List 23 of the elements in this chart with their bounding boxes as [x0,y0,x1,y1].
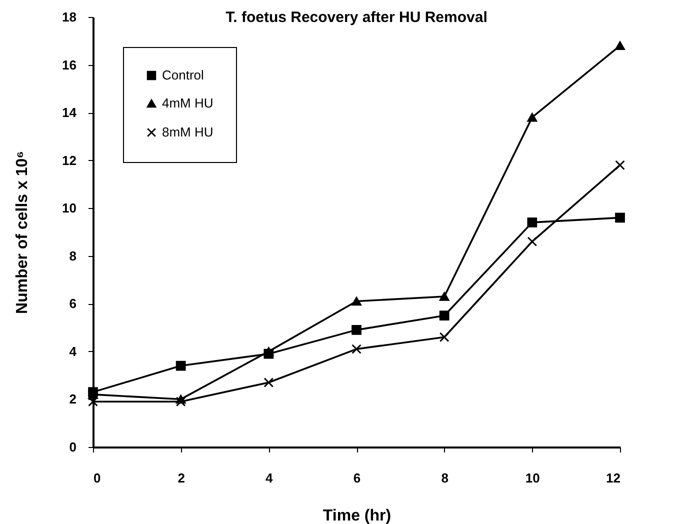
y-tick-label: 10 [62,200,76,216]
chart-title: T. foetus Recovery after HU Removal [226,9,488,26]
y-tick-label: 16 [62,57,76,72]
legend-label: 4mM HU [162,96,214,110]
y-tick-label: 4 [69,344,78,359]
legend-label: 8mM HU [162,124,214,140]
y-tick-label: 18 [62,10,76,24]
x-tick-label: 12 [606,470,620,486]
y-tick-label: 0 [69,440,76,454]
x-axis-title: Time (hr) [322,508,392,524]
x-tick-label: 10 [525,470,540,486]
x-tick-label: 6 [353,470,361,486]
y-tick-label: 6 [69,296,76,312]
x-tick-label: 4 [266,470,274,486]
x-tick-label: 2 [178,470,185,486]
x-tick-label: 0 [94,470,101,486]
y-tick-label: 14 [62,105,78,120]
y-axis-title: Number of cells x 10⁶ [14,151,32,314]
y-tick-label: 2 [69,392,76,407]
y-tick-label: 12 [62,152,76,168]
legend-label: Control [162,68,204,82]
y-tick-label: 8 [69,248,76,264]
x-tick-label: 8 [441,470,448,486]
